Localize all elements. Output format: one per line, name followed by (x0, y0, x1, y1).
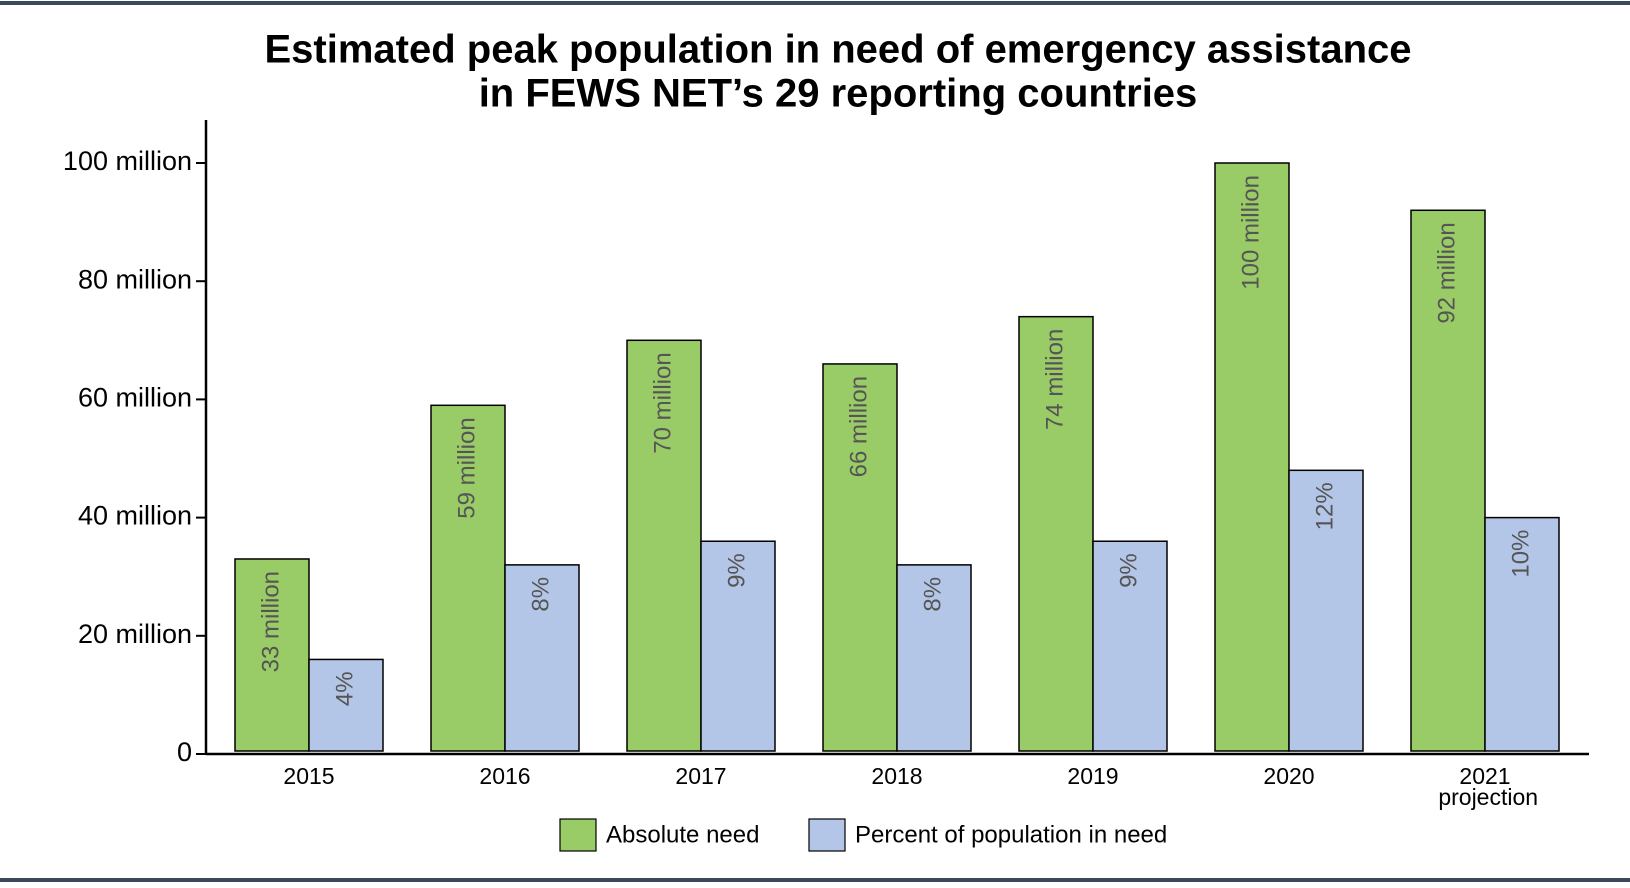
bar (1484, 516, 1560, 752)
value-label: 8% (919, 577, 946, 612)
value-label: 70 million (649, 352, 676, 453)
bar (1288, 469, 1364, 752)
value-label: 9% (723, 553, 750, 588)
y-tick-label: 0 (177, 737, 192, 767)
value-label: 10% (1507, 530, 1534, 578)
value-label: 74 million (1041, 329, 1068, 430)
x-tick-label: 2016 (479, 763, 530, 789)
bar (1410, 209, 1486, 752)
value-label: 33 million (257, 571, 284, 672)
value-label: 9% (1115, 553, 1142, 588)
legend-swatch (559, 818, 597, 852)
x-tick-label: 2019 (1067, 763, 1118, 789)
value-label: 92 million (1433, 222, 1460, 323)
bar (504, 564, 580, 752)
y-tick-label: 40 million (78, 501, 192, 531)
chart-subtitle: in FEWS NET’s 29 reporting countries (479, 72, 1198, 116)
bar (700, 540, 776, 752)
legend-swatch (808, 818, 846, 852)
value-label: 4% (331, 671, 358, 706)
y-tick-label: 60 million (78, 383, 192, 413)
legend-label: Absolute need (606, 821, 759, 848)
value-label: 12% (1311, 482, 1338, 530)
chart-title: Estimated peak population in need of eme… (264, 28, 1411, 72)
bar (1214, 162, 1290, 752)
x-tick-label: 2021 projection (1432, 763, 1538, 810)
bar (430, 404, 506, 752)
value-label: 66 million (845, 376, 872, 477)
bar (1092, 540, 1168, 752)
bar (234, 558, 310, 752)
bar (1018, 315, 1094, 752)
value-label: 8% (527, 577, 554, 612)
x-tick-label: 2018 (871, 763, 922, 789)
bar (822, 363, 898, 752)
x-tick-label: 2017 (675, 763, 726, 789)
legend-label: Percent of population in need (855, 821, 1167, 848)
x-tick-label: 2020 (1263, 763, 1314, 789)
bar (308, 658, 384, 752)
y-tick-label: 20 million (78, 619, 192, 649)
value-label: 100 million (1237, 175, 1264, 290)
x-tick-label: 2015 (283, 763, 334, 789)
bar (896, 564, 972, 752)
value-label: 59 million (453, 417, 480, 518)
y-tick-label: 100 million (63, 146, 192, 176)
y-tick-label: 80 million (78, 264, 192, 294)
bar (626, 339, 702, 752)
